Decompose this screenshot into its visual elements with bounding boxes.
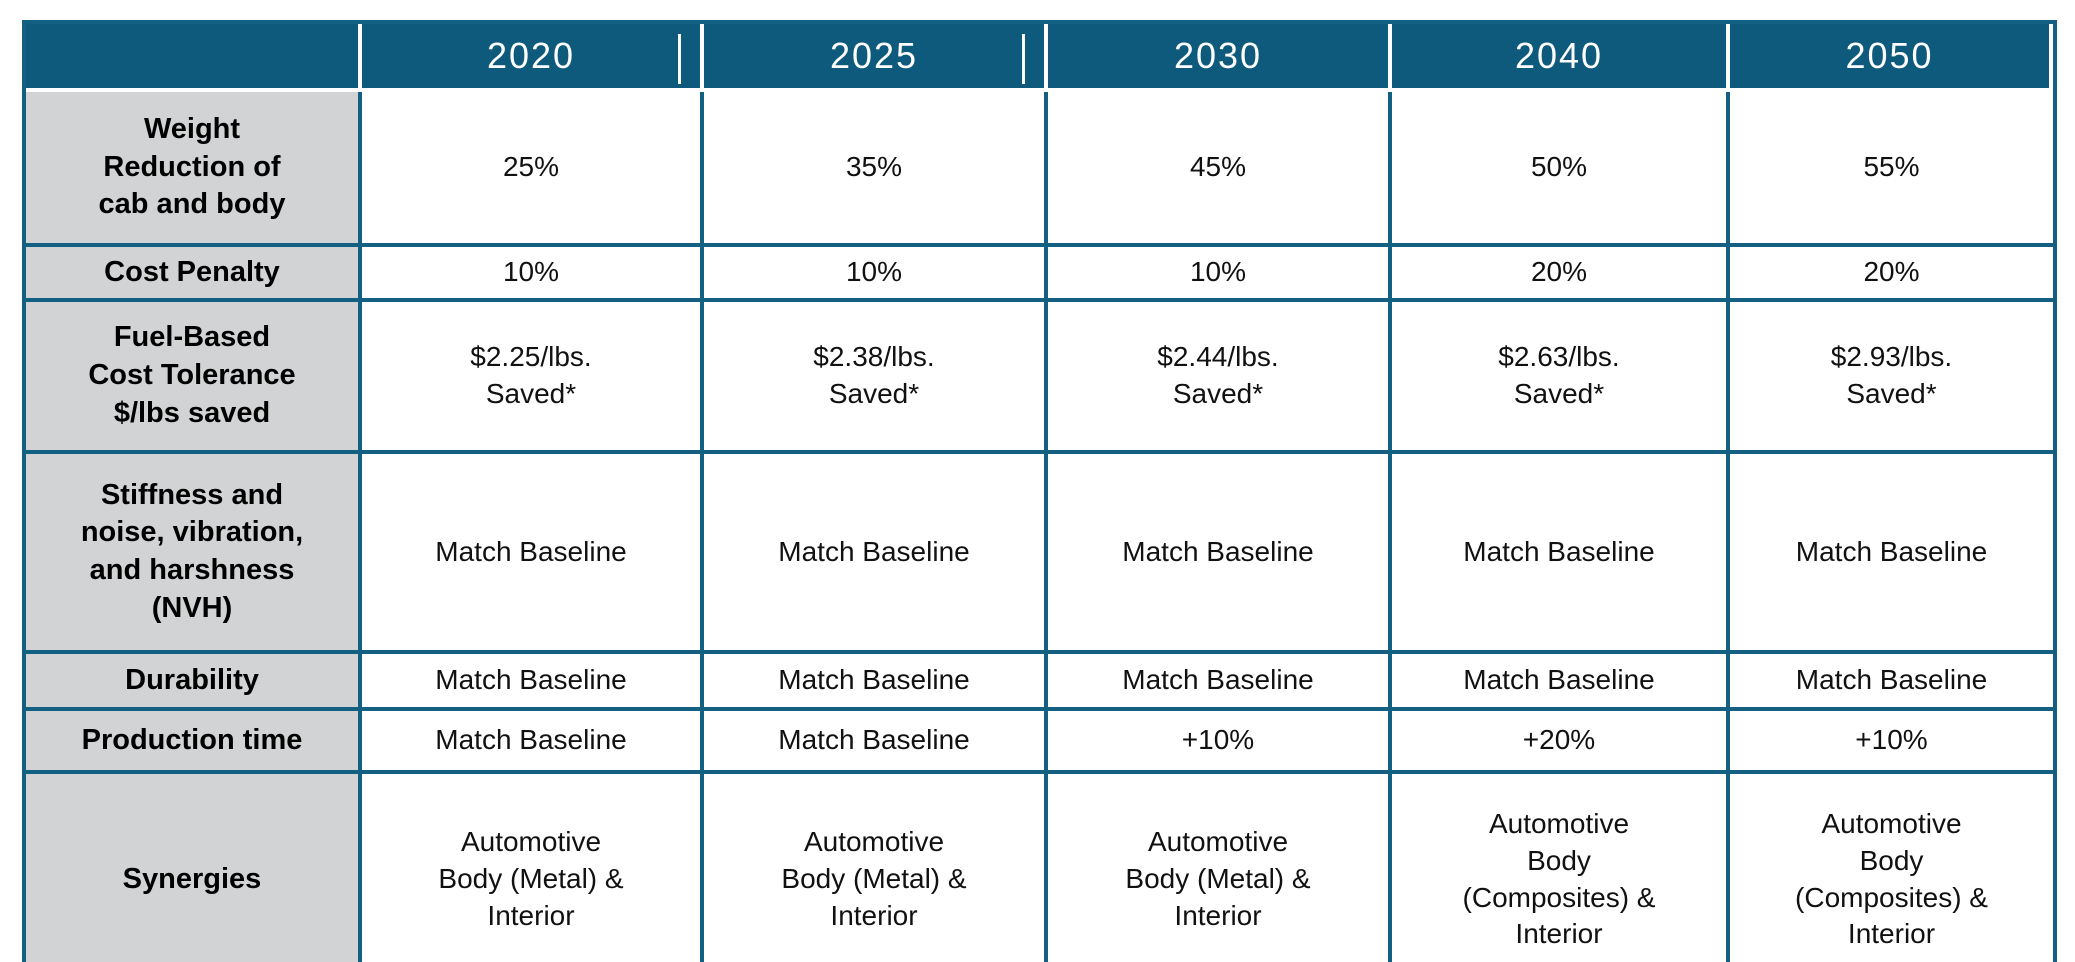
specs-table: 2020 2025 2030 2040 2050 Weight Reductio… — [26, 24, 2053, 962]
cell-weight-2050: 55% — [1730, 92, 2053, 247]
cell-weight-2025: 35% — [704, 92, 1048, 247]
cell-weight-2020: 25% — [362, 92, 704, 247]
cell-production-2030: +10% — [1048, 711, 1392, 774]
cell-fuel-2025: $2.38/lbs. Saved* — [704, 302, 1048, 454]
column-header-2025: 2025 — [704, 24, 1048, 92]
row-durability: Durability Match Baseline Match Baseline… — [26, 654, 2053, 711]
header-row: 2020 2025 2030 2040 2050 — [26, 24, 2053, 92]
cell-synergies-2025: Automotive Body (Metal) & Interior — [704, 774, 1048, 962]
row-synergies: Synergies Automotive Body (Metal) & Inte… — [26, 774, 2053, 962]
cell-durability-2050: Match Baseline — [1730, 654, 2053, 711]
cell-synergies-2020: Automotive Body (Metal) & Interior — [362, 774, 704, 962]
cell-synergies-2040: Automotive Body (Composites) & Interior — [1392, 774, 1730, 962]
cell-cost-2020: 10% — [362, 247, 704, 302]
cell-nvh-2030: Match Baseline — [1048, 454, 1392, 654]
row-label-cost-penalty: Cost Penalty — [26, 247, 362, 302]
cell-cost-2025: 10% — [704, 247, 1048, 302]
cell-durability-2030: Match Baseline — [1048, 654, 1392, 711]
cell-durability-2040: Match Baseline — [1392, 654, 1730, 711]
row-label-fuel-cost-tolerance: Fuel-Based Cost Tolerance $/lbs saved — [26, 302, 362, 454]
row-label-synergies: Synergies — [26, 774, 362, 962]
cell-synergies-2050: Automotive Body (Composites) & Interior — [1730, 774, 2053, 962]
row-label-stiffness-nvh: Stiffness and noise, vibration, and hars… — [26, 454, 362, 654]
column-header-2030: 2030 — [1048, 24, 1392, 92]
cell-cost-2050: 20% — [1730, 247, 2053, 302]
row-label-durability: Durability — [26, 654, 362, 711]
column-header-2050: 2050 — [1730, 24, 2053, 92]
cell-fuel-2030: $2.44/lbs. Saved* — [1048, 302, 1392, 454]
cell-weight-2030: 45% — [1048, 92, 1392, 247]
cell-production-2050: +10% — [1730, 711, 2053, 774]
specs-table-container: 2020 2025 2030 2040 2050 Weight Reductio… — [22, 20, 2057, 962]
row-weight-reduction: Weight Reduction of cab and body 25% 35%… — [26, 92, 2053, 247]
row-label-weight-reduction: Weight Reduction of cab and body — [26, 92, 362, 247]
cell-cost-2040: 20% — [1392, 247, 1730, 302]
row-stiffness-nvh: Stiffness and noise, vibration, and hars… — [26, 454, 2053, 654]
cell-production-2040: +20% — [1392, 711, 1730, 774]
cell-nvh-2040: Match Baseline — [1392, 454, 1730, 654]
cell-fuel-2020: $2.25/lbs. Saved* — [362, 302, 704, 454]
cell-weight-2040: 50% — [1392, 92, 1730, 247]
column-header-2040: 2040 — [1392, 24, 1730, 92]
row-production-time: Production time Match Baseline Match Bas… — [26, 711, 2053, 774]
cell-production-2020: Match Baseline — [362, 711, 704, 774]
cell-fuel-2050: $2.93/lbs. Saved* — [1730, 302, 2053, 454]
column-header-blank — [26, 24, 362, 92]
header-separator-tick — [1022, 34, 1025, 84]
row-cost-penalty: Cost Penalty 10% 10% 10% 20% 20% — [26, 247, 2053, 302]
cell-synergies-2030: Automotive Body (Metal) & Interior — [1048, 774, 1392, 962]
cell-nvh-2050: Match Baseline — [1730, 454, 2053, 654]
cell-nvh-2025: Match Baseline — [704, 454, 1048, 654]
cell-fuel-2040: $2.63/lbs. Saved* — [1392, 302, 1730, 454]
cell-durability-2025: Match Baseline — [704, 654, 1048, 711]
cell-durability-2020: Match Baseline — [362, 654, 704, 711]
cell-production-2025: Match Baseline — [704, 711, 1048, 774]
column-header-2020: 2020 — [362, 24, 704, 92]
header-separator-tick — [678, 34, 681, 84]
row-label-production-time: Production time — [26, 711, 362, 774]
cell-cost-2030: 10% — [1048, 247, 1392, 302]
cell-nvh-2020: Match Baseline — [362, 454, 704, 654]
row-fuel-cost-tolerance: Fuel-Based Cost Tolerance $/lbs saved $2… — [26, 302, 2053, 454]
